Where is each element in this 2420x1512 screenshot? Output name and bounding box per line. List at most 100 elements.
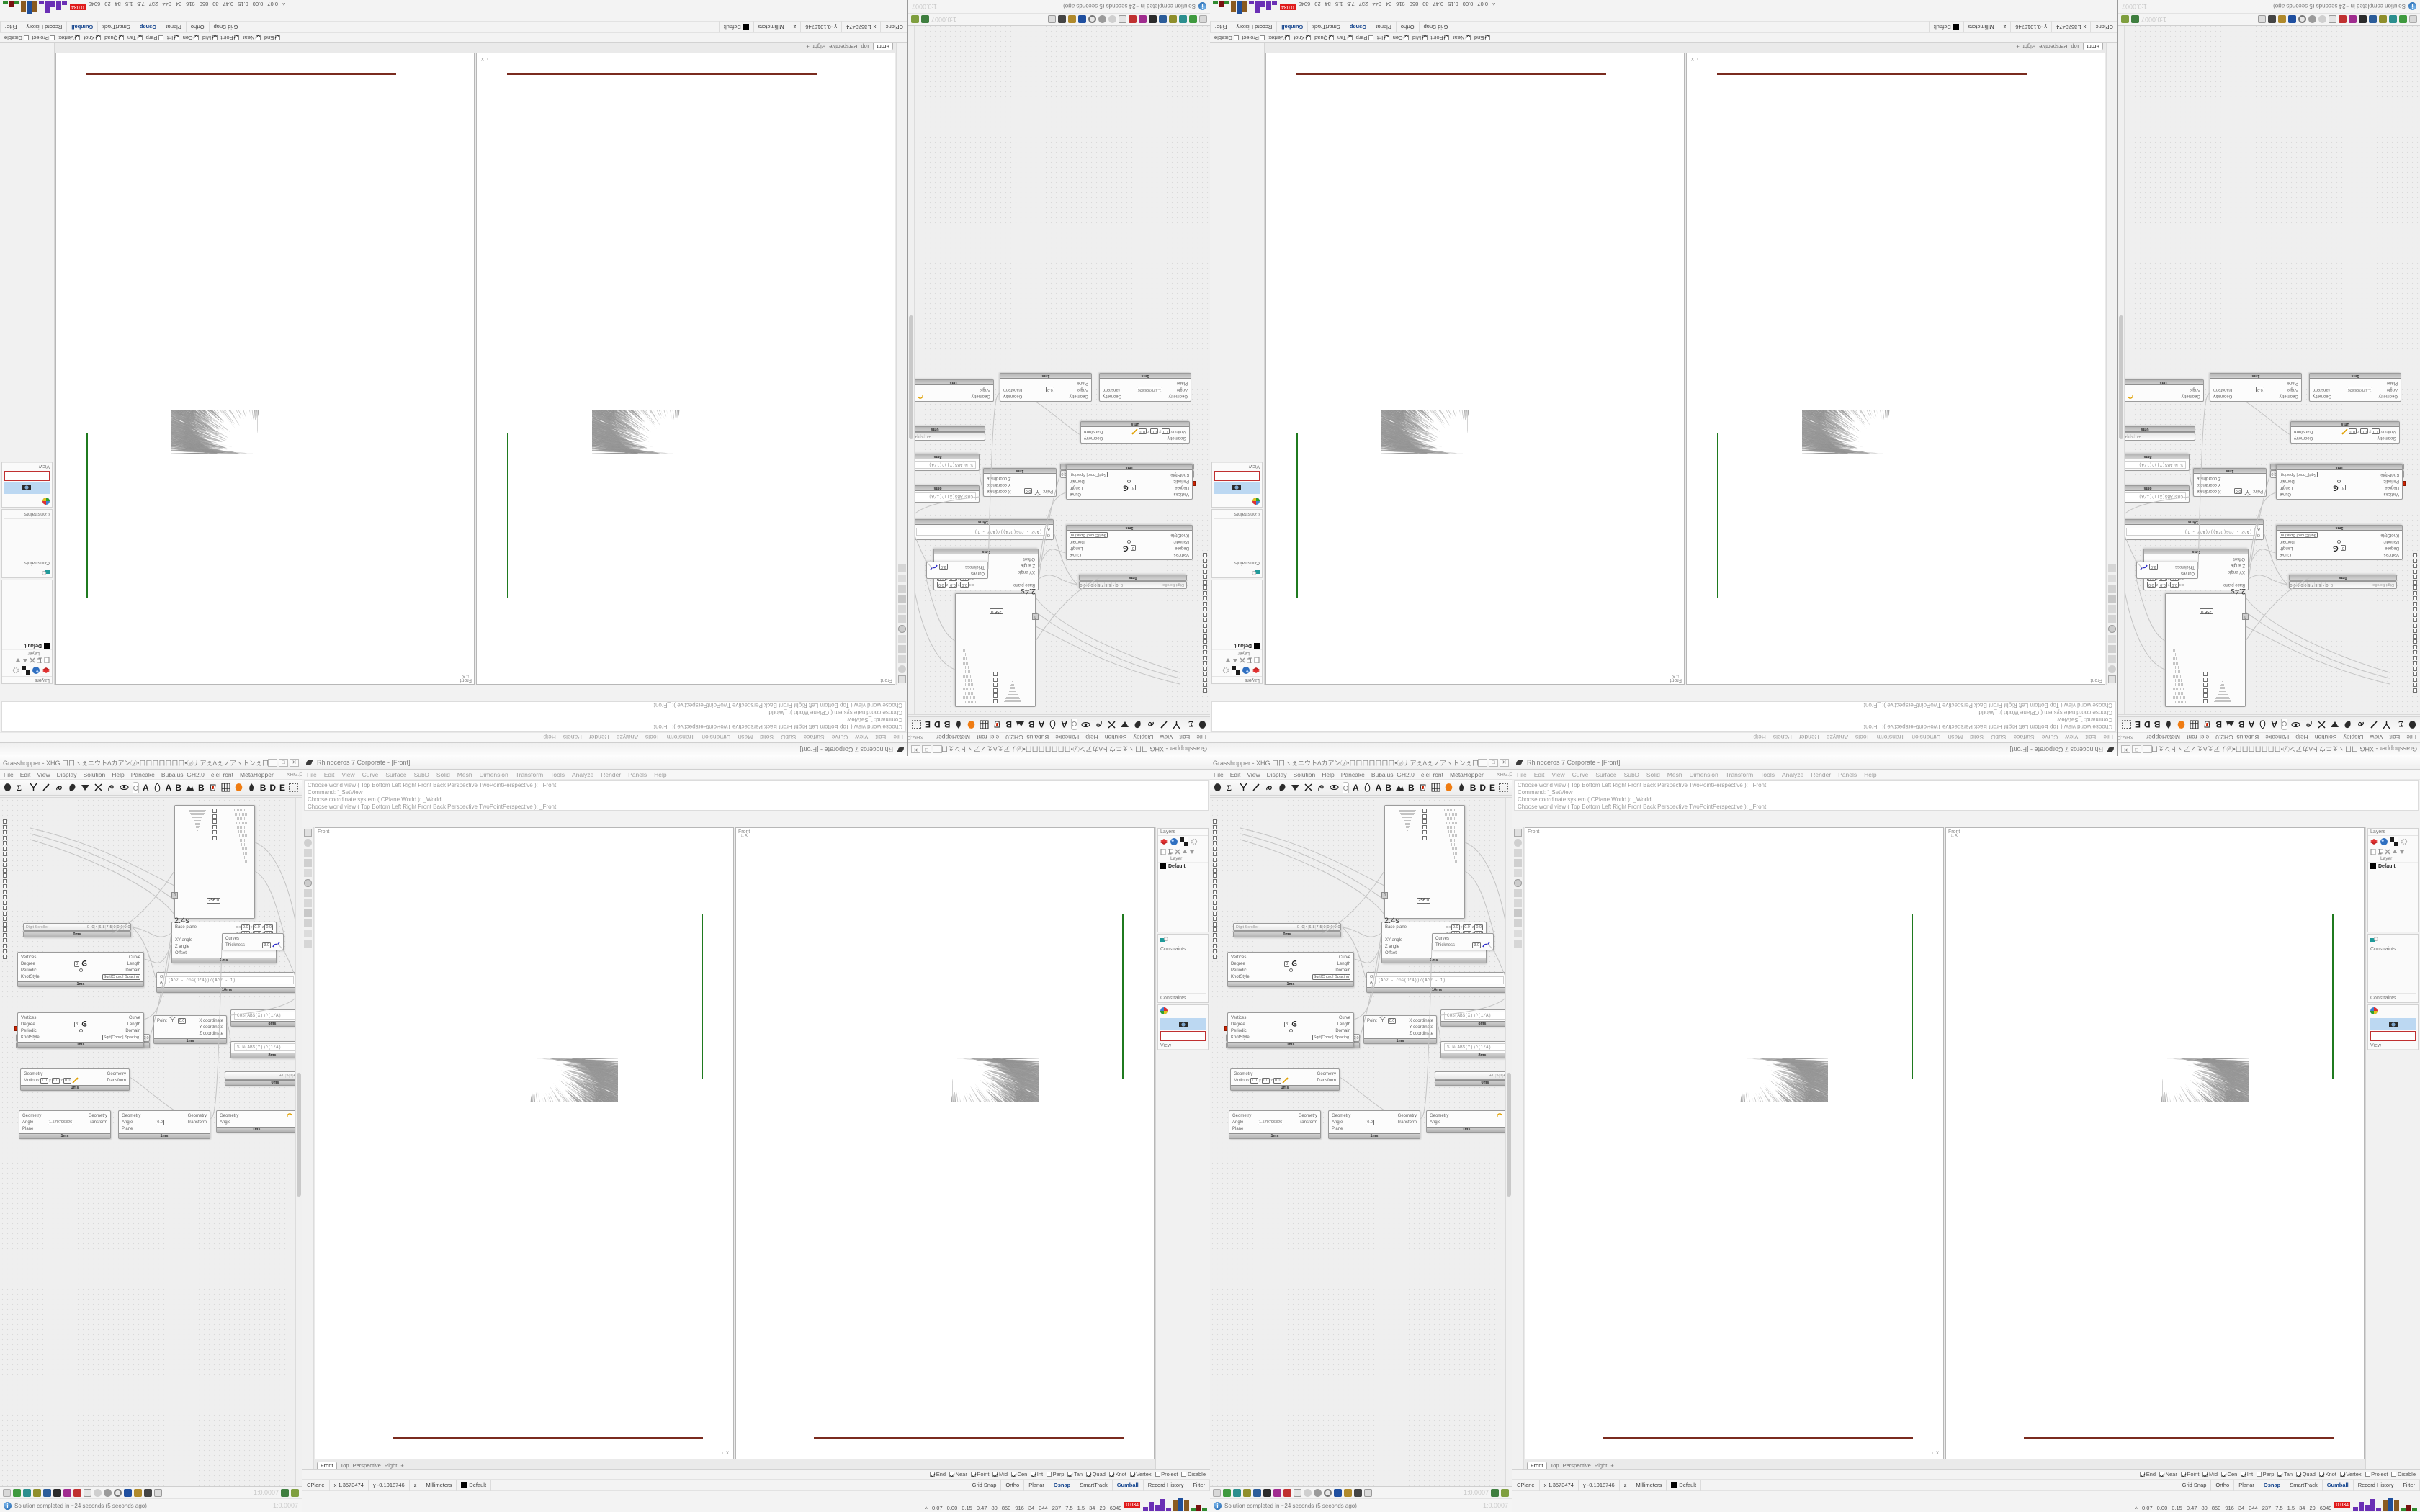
rh-menu-panels[interactable]: Panels [628, 770, 647, 778]
rh-menu-tools[interactable]: Tools [550, 770, 565, 778]
sb-teal-icon[interactable] [1179, 15, 1187, 24]
sb-target-icon[interactable] [1088, 15, 1096, 24]
menu-elefront[interactable]: eleFront [210, 770, 234, 778]
sb-pan-icon[interactable] [1108, 15, 1116, 24]
polyline-icon[interactable] [304, 859, 312, 867]
vp-tab-perspective[interactable]: Perspective [829, 43, 858, 50]
osnap-quad[interactable]: Quad [2296, 1471, 2316, 1477]
viewport-front-right[interactable]: Front ∟​X [1265, 53, 1685, 685]
rh-menu-panels[interactable]: Panels [1773, 734, 1792, 742]
menu-solution[interactable]: Solution [1293, 770, 1316, 778]
grasshopper-canvas[interactable]: Digit Scroller +4 12500000000 0ms Base p… [2118, 26, 2420, 715]
rh-menu-curve[interactable]: Curve [362, 770, 379, 778]
rotate-component-1[interactable]: Geometry Geometry Angle 1.570796326 Tran… [1229, 1110, 1321, 1139]
dark-blob-icon[interactable] [954, 720, 963, 729]
viewport-front-right[interactable]: Front ∟​X [55, 53, 475, 685]
cp-oz[interactable]: 0.0 [937, 582, 946, 588]
sb-layer[interactable]: Default [457, 1479, 492, 1491]
arc-icon[interactable] [2108, 615, 2116, 623]
menu-solution[interactable]: Solution [2314, 734, 2337, 742]
osnap-point[interactable]: Point [221, 35, 240, 41]
osnap-project[interactable]: Project [1242, 35, 1265, 41]
sb-dark-icon[interactable] [53, 1488, 61, 1497]
nca-knotstyle-value[interactable]: Sqrt|Chord| Spacing [2280, 532, 2318, 539]
grasshopper-ribbon[interactable]: Σ A A B B B D E E F [2118, 716, 2420, 732]
expression-component-2[interactable]: COS(ABS(X))^(1/A) 8ms [230, 1009, 302, 1027]
expr2-formula[interactable]: COS(ABS(X))^(1/A) [1444, 1012, 1512, 1020]
rh-menu-mesh[interactable]: Mesh [1667, 770, 1682, 778]
sb-eye-icon[interactable] [1334, 1488, 1342, 1497]
osnap-quad[interactable]: Quad [1086, 1471, 1106, 1477]
info-icon[interactable]: i [4, 1501, 12, 1510]
sb-toggle-smarttrack[interactable]: SmartTrack [1307, 21, 1345, 33]
rh-menu-file[interactable]: File [307, 770, 317, 778]
mv-z[interactable]: 0.0 [2348, 428, 2357, 435]
display-panel-tabs[interactable] [2368, 1005, 2418, 1017]
mesh-triangle-icon[interactable] [2330, 720, 2339, 729]
sb-red-icon[interactable] [1129, 15, 1137, 24]
system-tray[interactable]: ˄ 0.07 0.00 0.15 0.47 80 850 916 34 344 … [0, 1, 908, 21]
rh-menu-surface[interactable]: Surface [1595, 770, 1617, 778]
select-arrow-icon[interactable] [2108, 675, 2116, 683]
osnap-disable[interactable]: Disable [1181, 1471, 1206, 1477]
polyline-icon[interactable] [2108, 645, 2116, 653]
orange-blob-icon[interactable] [967, 720, 976, 729]
rotate-component-2[interactable]: Geometry Geometry Angle 0.0 Transform Pl… [118, 1110, 210, 1139]
sets-venn-icon[interactable] [2382, 720, 2391, 729]
osnap-bar[interactable]: End Near Point Mid Cen Int Perp Tan Quad… [302, 1470, 1210, 1480]
rhino-command-history[interactable]: Choose world view ( Top Bottom Left Righ… [1514, 780, 2419, 811]
params-blob-icon[interactable] [2408, 720, 2417, 729]
sb-toggle-osnap[interactable]: Osnap [1049, 1479, 1076, 1491]
params-blob-icon[interactable] [1198, 720, 1207, 729]
tree-white-icon[interactable] [1363, 783, 1372, 792]
layers-icon[interactable] [42, 666, 50, 675]
move-down-icon[interactable] [1189, 848, 1195, 854]
ribbon-category-e[interactable]: D [933, 719, 941, 730]
point-icon[interactable] [898, 665, 906, 673]
nurbs-curve-component-b[interactable]: Vertices Curve Degree 3 Length [2276, 464, 2403, 500]
sb-export-icon[interactable] [291, 1488, 299, 1497]
sb-cplane[interactable]: CPlane [880, 21, 908, 33]
display-eye-icon[interactable] [1330, 783, 1339, 792]
sb-save-icon[interactable] [921, 15, 929, 24]
ribbon-category-e[interactable]: D [2143, 719, 2151, 730]
rhino-left-toolbar[interactable] [896, 43, 908, 685]
osnap-int[interactable]: Int [167, 35, 179, 41]
window-controls[interactable]: _ □ ✕ [2121, 745, 2152, 754]
mesh-triangle-icon[interactable] [1291, 783, 1300, 792]
rh-menu-surface[interactable]: Surface [803, 734, 825, 742]
sb-cluster-icon[interactable] [1048, 15, 1056, 24]
cpv-thickness-value[interactable]: 3.0 [939, 564, 948, 570]
sb-toggle-ortho[interactable]: Ortho [1395, 21, 1419, 33]
nurbs-curve-component-b[interactable]: Vertices Curve Degree 3 Length [17, 1012, 144, 1048]
menu-pancake[interactable]: Pancake [1340, 770, 1365, 778]
expression-component-2[interactable]: COS(ABS(X))^(1/A) 8ms [1440, 1009, 1512, 1027]
constraints-panel-tabs[interactable] [2, 566, 52, 577]
mesh-triangle-icon[interactable] [81, 783, 90, 792]
rotate-component-3[interactable]: Geometry Angle 1ms [2123, 379, 2204, 402]
grasshopper-ribbon[interactable]: Σ A A B B B D E E F [908, 716, 1210, 732]
layers-panel[interactable]: Layers [1, 580, 53, 684]
layers-panel-tabs[interactable] [1158, 836, 1208, 847]
sb-cluster-icon[interactable] [154, 1488, 162, 1497]
menu-help[interactable]: Help [1322, 770, 1335, 778]
camera-button[interactable] [2370, 1018, 2416, 1030]
active-ribbon-tab[interactable] [133, 782, 139, 793]
canvas-vscrollbar[interactable] [2118, 26, 2125, 714]
rh-menu-edit[interactable]: Edit [323, 770, 335, 778]
rh-menu-render[interactable]: Render [1798, 734, 1819, 742]
osnap-project[interactable]: Project [1155, 1471, 1178, 1477]
custom-preview-component[interactable]: Curves Thickness 3.0 [222, 933, 284, 950]
menu-metahopper[interactable]: MetaHopper [936, 734, 970, 742]
vp-tab-top[interactable]: Top [1550, 1462, 1559, 1469]
cpv-thickness-value[interactable]: 3.0 [1472, 942, 1481, 948]
tray-badge[interactable]: 0.034 [70, 4, 86, 10]
nurbs-curve-component-b[interactable]: Vertices Curve Degree 3 Length [1066, 464, 1193, 500]
sb-red-icon[interactable] [1283, 1488, 1291, 1497]
rh-menu-transform[interactable]: Transform [515, 770, 544, 778]
rh-menu-curve[interactable]: Curve [2041, 734, 2058, 742]
rh-menu-file[interactable]: File [2103, 734, 2113, 742]
ribbon-category-e2[interactable]: E [1489, 782, 1496, 793]
rh-menu-view[interactable]: View [341, 770, 355, 778]
sb-toggle-gumball[interactable]: Gumball [66, 21, 98, 33]
